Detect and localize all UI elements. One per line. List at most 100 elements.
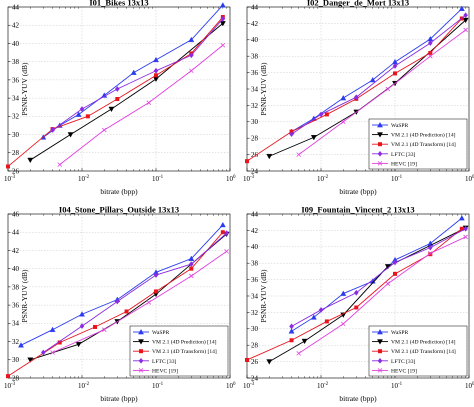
y-tick-label: 36 xyxy=(12,76,20,84)
data-point xyxy=(463,27,468,33)
x-tick-exponent: -3 xyxy=(250,382,255,387)
data-point xyxy=(115,97,120,102)
data-point xyxy=(340,321,346,327)
data-point xyxy=(385,281,391,286)
series-3 xyxy=(6,230,225,379)
x-tick-base: 10 xyxy=(78,382,86,390)
data-point xyxy=(67,132,74,138)
legend-item: VM 2.1 (4D Prediction) [14] xyxy=(133,339,217,346)
x-tick-label: 10-3 xyxy=(4,382,16,390)
x-tick-exponent: -3 xyxy=(11,382,16,387)
y-tick-label: 26 xyxy=(251,358,259,366)
y-tick-label: 42 xyxy=(251,20,259,28)
data-point xyxy=(85,114,90,119)
y-tick-label: 34 xyxy=(12,95,20,103)
data-point xyxy=(130,69,137,75)
legend-marker xyxy=(377,339,383,345)
legend: WaSPR VM 2.1 (4D Prediction) [14] VM 2.1 (… xyxy=(129,325,229,377)
legend-label: LFTC [33] xyxy=(391,152,416,158)
data-point xyxy=(463,12,468,19)
legend: WaSPR VM 2.1 (4D Prediction) [14] VM 2.1 (… xyxy=(368,325,468,377)
legend-item: WaSPR xyxy=(133,328,170,336)
y-tick-label: 44 xyxy=(251,3,259,11)
x-tick-base: 10 xyxy=(4,382,12,390)
data-point xyxy=(153,56,159,63)
data-point xyxy=(50,350,55,355)
legend-label: VM 2.1 (4D Prediction) [14] xyxy=(391,339,456,346)
legend-label: HEVC [19] xyxy=(391,161,417,167)
legend-item: HEVC [19] xyxy=(372,368,417,374)
y-axis-label: PSNR-YUV (dB) xyxy=(259,62,268,115)
legend-marker xyxy=(378,142,382,147)
data-point xyxy=(458,215,465,221)
data-point xyxy=(428,251,433,256)
data-point xyxy=(18,342,24,348)
y-tick-label: 34 xyxy=(12,320,20,328)
y-tick-label: 30 xyxy=(12,131,20,139)
legend-label: WaSPR xyxy=(152,330,170,336)
data-point xyxy=(220,15,226,22)
y-tick-label: 36 xyxy=(251,276,259,284)
data-point xyxy=(392,259,398,266)
data-point xyxy=(296,152,302,157)
y-tick-label: 28 xyxy=(251,342,259,350)
chart-title: I04_Stone_Pillars_Outside 13x13 xyxy=(59,205,179,215)
x-tick-exponent: -2 xyxy=(324,175,329,180)
data-point xyxy=(79,311,85,317)
chart-panel-2: I02_Danger_de_Mort 13x13 24 26 28 30 32 34 36 38… xyxy=(243,0,474,196)
legend-item: VM 2.1 (4D Transform) [14] xyxy=(133,348,217,355)
data-point xyxy=(301,338,308,345)
y-tick-label: 32 xyxy=(251,309,259,317)
legend-marker xyxy=(377,150,383,157)
data-point xyxy=(266,153,273,160)
series-1 xyxy=(40,2,226,140)
series-5 xyxy=(57,42,226,167)
legend-marker xyxy=(377,121,383,128)
data-point xyxy=(318,307,324,313)
data-point xyxy=(101,92,108,98)
y-tick-label: 36 xyxy=(12,302,20,310)
legend-marker xyxy=(138,339,144,345)
data-point xyxy=(428,252,433,257)
x-tick-label: 10-1 xyxy=(391,382,403,390)
data-point xyxy=(340,119,346,125)
legend-marker xyxy=(377,161,383,166)
y-tick-label: 38 xyxy=(251,53,259,61)
data-point xyxy=(220,230,225,235)
y-tick-label: 40 xyxy=(251,36,259,44)
data-point xyxy=(340,95,347,101)
data-point xyxy=(124,309,129,314)
x-tick-exponent: -1 xyxy=(159,382,164,387)
y-tick-label: 42 xyxy=(12,247,20,255)
data-point xyxy=(50,127,55,133)
data-point xyxy=(324,112,329,117)
x-tick-label: 100 xyxy=(465,175,474,183)
x-tick-exponent: -1 xyxy=(398,175,403,180)
data-point xyxy=(310,135,317,141)
x-tick-label: 100 xyxy=(226,382,236,390)
x-tick-exponent: 0 xyxy=(472,382,474,387)
legend-marker xyxy=(377,328,383,335)
legend-item: WaSPR xyxy=(372,328,409,336)
series-line xyxy=(291,228,466,327)
y-tick-label: 24 xyxy=(251,374,259,382)
y-tick-label: 26 xyxy=(12,167,20,175)
x-tick-exponent: 0 xyxy=(472,175,474,180)
legend-item: VM 2.1 (4D Prediction) [14] xyxy=(372,132,456,139)
series-5 xyxy=(296,27,468,157)
data-point xyxy=(114,86,120,92)
x-tick-base: 10 xyxy=(243,382,251,390)
legend-marker xyxy=(138,368,144,373)
data-point xyxy=(289,323,294,330)
x-tick-label: 100 xyxy=(465,382,474,390)
data-point xyxy=(79,323,85,329)
chart-title: I02_Danger_de_Mort 13x13 xyxy=(307,0,409,8)
data-point xyxy=(463,234,468,240)
y-tick-label: 24 xyxy=(251,167,259,175)
data-point xyxy=(108,106,115,113)
y-tick-label: 40 xyxy=(12,265,20,273)
data-point xyxy=(188,255,195,261)
x-tick-exponent: 0 xyxy=(233,382,236,387)
legend-marker xyxy=(139,349,143,354)
